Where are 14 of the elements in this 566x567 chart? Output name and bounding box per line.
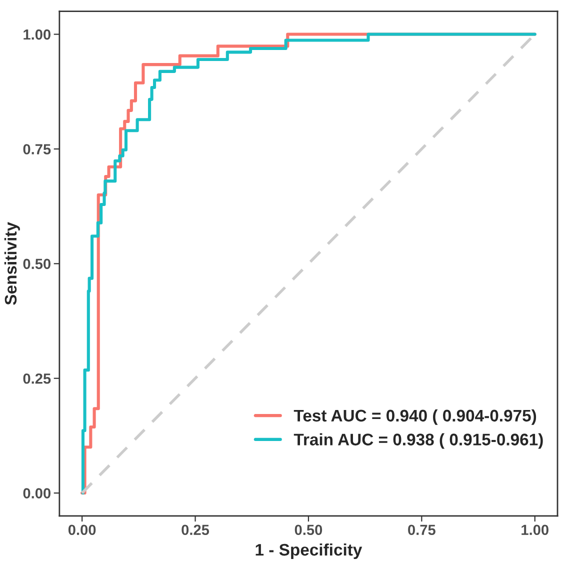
x-tick-label: 0.25 <box>182 524 210 536</box>
x-tick-label: 0.50 <box>294 524 322 536</box>
x-tick-label: 0.00 <box>68 524 96 536</box>
y-tick-label: 0.50 <box>23 258 50 270</box>
legend-label: Test AUC = 0.940 ( 0.904-0.975) <box>294 409 536 425</box>
x-axis-title: 1 - Specificity <box>256 543 362 559</box>
y-tick-label: 1.00 <box>24 29 50 40</box>
x-tick-label: 0.75 <box>408 524 436 536</box>
y-tick-label: 0.25 <box>23 373 51 384</box>
y-tick-label: 0.00 <box>23 488 50 498</box>
y-axis-title: Sensitivity <box>4 222 20 305</box>
x-tick-label: 1.00 <box>522 524 548 536</box>
y-tick-label: 0.75 <box>23 144 51 154</box>
legend-label: Train AUC = 0.938 ( 0.915-0.961) <box>294 433 543 449</box>
